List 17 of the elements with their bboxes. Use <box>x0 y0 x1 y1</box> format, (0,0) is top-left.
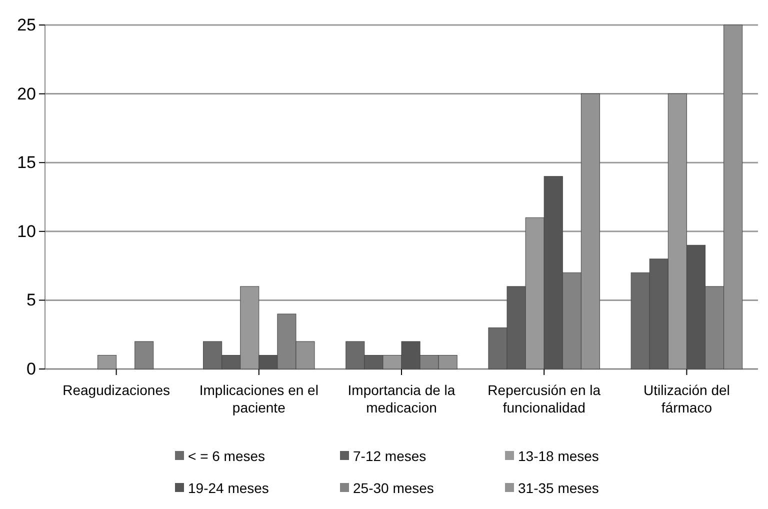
legend-label: 7-12 meses <box>353 448 426 464</box>
x-tick-label: Importancia de la medicacion <box>348 382 456 416</box>
x-tick-label: Repercusión en la funcionalidad <box>488 382 601 416</box>
legend-label: 19-24 meses <box>188 480 269 496</box>
x-tick-label: Implicaciones en el paciente <box>199 382 318 416</box>
x-tick-label: Reagudizaciones <box>62 382 170 398</box>
x-tick-label: Utilización del fármaco <box>644 382 730 416</box>
legend-label: 31-35 meses <box>518 480 599 496</box>
legend-label: < = 6 meses <box>188 448 266 464</box>
y-tick-label: 25 <box>17 15 36 34</box>
y-tick-label: 5 <box>26 290 36 310</box>
y-tick-label: 0 <box>26 359 36 378</box>
y-tick-label: 10 <box>17 222 36 241</box>
legend-label: 25-30 meses <box>353 480 434 496</box>
legend-label: 13-18 meses <box>518 448 599 464</box>
y-tick-label: 15 <box>17 153 36 172</box>
y-tick-label: 20 <box>17 84 36 104</box>
